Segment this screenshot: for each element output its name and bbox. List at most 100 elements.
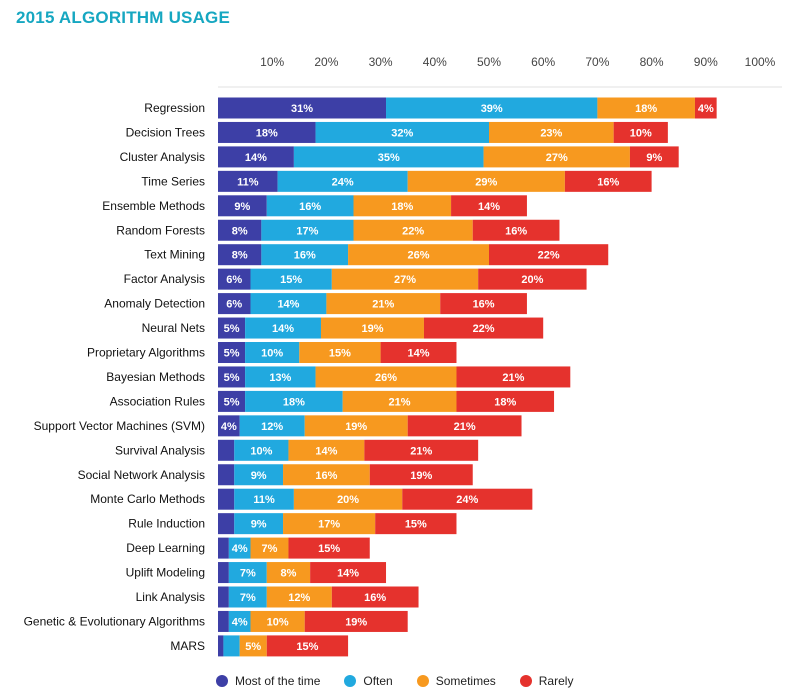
data-label-rarely-deep-learning: 15%	[318, 543, 340, 555]
data-label-rarely-bayesian-methods: 21%	[502, 372, 524, 384]
bar-most-of-the-time-bayesian-methods	[218, 366, 246, 388]
bar-most-of-the-time-rule-induction	[218, 513, 235, 535]
data-label-rarely-proprietary-algorithms: 14%	[408, 348, 430, 360]
bar-often-cluster-analysis	[293, 146, 484, 168]
data-label-rarely-text-mining: 22%	[538, 250, 560, 262]
legend-swatch-rarely	[519, 675, 532, 687]
data-label-often-link-analysis: 7%	[240, 592, 256, 604]
data-label-most-of-the-time-support-vector-machines-svm: 4%	[221, 421, 237, 433]
bar-most-of-the-time-text-mining	[218, 244, 262, 266]
data-label-rarely-genetic-evolutionary-algorithms: 19%	[345, 616, 367, 628]
data-label-rarely-association-rules: 18%	[494, 396, 516, 408]
x-tick-label: 70%	[585, 55, 609, 69]
data-label-sometimes-genetic-evolutionary-algorithms: 10%	[267, 616, 289, 628]
bar-rarely-ensemble-methods	[451, 195, 527, 217]
bar-rarely-monte-carlo-methods	[402, 488, 533, 510]
bar-most-of-the-time-association-rules	[218, 390, 246, 412]
legend-label-most-of-the-time: Most of the time	[235, 674, 321, 688]
legend-item-often: Often	[344, 674, 393, 688]
bar-most-of-the-time-survival-analysis	[218, 439, 235, 461]
data-label-sometimes-ensemble-methods: 18%	[391, 201, 413, 213]
data-label-sometimes-proprietary-algorithms: 15%	[329, 348, 351, 360]
x-tick-label: 50%	[477, 55, 501, 69]
category-label-anomaly-detection: Anomaly Detection	[104, 297, 205, 311]
bar-most-of-the-time-proprietary-algorithms	[218, 342, 246, 363]
data-label-rarely-support-vector-machines-svm: 21%	[454, 421, 476, 433]
legend-label-sometimes: Sometimes	[435, 674, 496, 688]
bar-most-of-the-time-link-analysis	[218, 586, 229, 608]
data-label-rarely-factor-analysis: 20%	[521, 274, 543, 286]
x-tick-label: 10%	[260, 55, 284, 69]
data-label-most-of-the-time-bayesian-methods: 5%	[224, 372, 240, 384]
data-label-sometimes-survival-analysis: 14%	[315, 445, 337, 457]
bar-rarely-bayesian-methods	[456, 366, 571, 388]
category-label-random-forests: Random Forests	[116, 223, 205, 237]
data-label-rarely-link-analysis: 16%	[364, 592, 386, 604]
data-label-most-of-the-time-ensemble-methods: 9%	[234, 201, 250, 213]
bar-rarely-text-mining	[489, 244, 609, 266]
bar-most-of-the-time-support-vector-machines-svm	[218, 415, 240, 437]
legend-swatch-sometimes	[416, 675, 429, 687]
bar-rarely-rule-induction	[375, 513, 457, 535]
data-label-most-of-the-time-anomaly-detection: 6%	[226, 299, 242, 311]
category-label-deep-learning: Deep Learning	[126, 541, 205, 555]
data-label-sometimes-link-analysis: 12%	[288, 592, 310, 604]
bar-often-support-vector-machines-svm	[239, 415, 305, 437]
x-tick-label: 30%	[369, 55, 393, 69]
bar-often-text-mining	[261, 244, 349, 266]
bar-most-of-the-time-regression	[218, 97, 387, 119]
bar-most-of-the-time-cluster-analysis	[218, 146, 294, 168]
bar-sometimes-ensemble-methods	[353, 195, 452, 217]
data-label-often-bayesian-methods: 13%	[269, 372, 291, 384]
bar-often-factor-analysis	[250, 268, 332, 290]
data-label-sometimes-monte-carlo-methods: 20%	[337, 494, 359, 506]
data-label-sometimes-cluster-analysis: 27%	[546, 152, 568, 164]
bar-most-of-the-time-decision-trees	[218, 121, 316, 143]
bar-often-survival-analysis	[234, 439, 289, 461]
data-label-often-random-forests: 17%	[296, 225, 318, 237]
x-tick-label: 20%	[314, 55, 338, 69]
bar-often-mars	[223, 635, 240, 657]
legend-label-rarely: Rarely	[538, 674, 574, 688]
category-label-neural-nets: Neural Nets	[142, 321, 205, 335]
category-label-ensemble-methods: Ensemble Methods	[102, 199, 205, 213]
bar-rarely-uplift-modeling	[310, 562, 387, 584]
data-label-rarely-social-network-analysis: 19%	[410, 470, 432, 482]
bar-sometimes-regression	[597, 97, 695, 119]
data-label-sometimes-bayesian-methods: 26%	[375, 372, 397, 384]
data-label-most-of-the-time-association-rules: 5%	[224, 396, 240, 408]
bar-often-anomaly-detection	[250, 293, 327, 315]
data-label-most-of-the-time-cluster-analysis: 14%	[245, 152, 267, 164]
bar-most-of-the-time-time-series	[218, 170, 278, 192]
category-label-survival-analysis: Survival Analysis	[115, 443, 205, 457]
chart-title: 2015 ALGORITHM USAGE	[16, 8, 231, 27]
bar-sometimes-link-analysis	[266, 586, 332, 608]
data-label-most-of-the-time-time-series: 11%	[237, 176, 259, 188]
bar-most-of-the-time-uplift-modeling	[218, 562, 229, 584]
data-label-sometimes-random-forests: 22%	[402, 225, 424, 237]
data-label-often-cluster-analysis: 35%	[378, 152, 400, 164]
data-label-rarely-mars: 15%	[296, 641, 318, 653]
data-label-most-of-the-time-regression: 31%	[291, 103, 313, 115]
category-label-mars: MARS	[170, 639, 205, 653]
data-label-often-social-network-analysis: 9%	[251, 470, 267, 482]
bar-often-regression	[386, 97, 598, 119]
bar-sometimes-decision-trees	[489, 121, 614, 143]
bar-rarely-cluster-analysis	[629, 146, 679, 168]
bar-most-of-the-time-monte-carlo-methods	[218, 488, 235, 510]
bar-sometimes-genetic-evolutionary-algorithms	[250, 610, 305, 632]
bar-sometimes-monte-carlo-methods	[293, 488, 403, 510]
category-label-link-analysis: Link Analysis	[136, 590, 205, 604]
bar-often-decision-trees	[315, 121, 489, 143]
data-label-sometimes-support-vector-machines-svm: 19%	[345, 421, 367, 433]
bar-sometimes-text-mining	[348, 244, 489, 266]
data-label-often-survival-analysis: 10%	[250, 445, 272, 457]
bar-rarely-social-network-analysis	[369, 464, 473, 486]
bar-often-deep-learning	[228, 537, 251, 559]
bar-sometimes-neural-nets	[320, 317, 424, 339]
data-label-rarely-ensemble-methods: 14%	[478, 201, 500, 213]
data-label-rarely-neural-nets: 22%	[473, 323, 495, 335]
bar-rarely-regression	[694, 97, 717, 119]
bar-often-uplift-modeling	[228, 562, 267, 584]
bar-rarely-factor-analysis	[478, 268, 587, 290]
